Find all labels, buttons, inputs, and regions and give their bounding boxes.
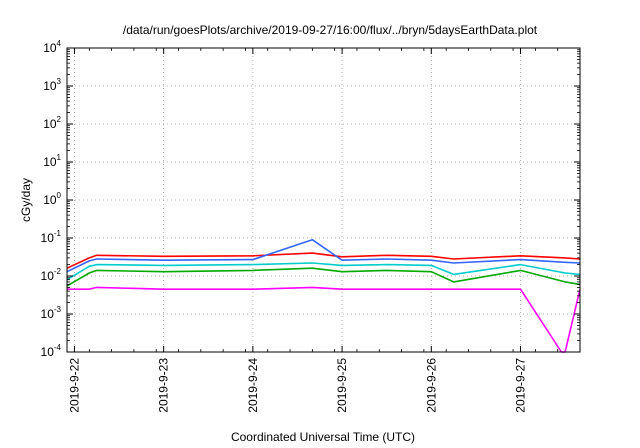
series-line-4 <box>66 262 581 281</box>
x-tick-label: 2019-9-22 <box>67 358 81 413</box>
y-axis-label: cGy/day <box>19 178 33 222</box>
y-tick-label: 100 <box>43 191 61 207</box>
series-line-2 <box>66 267 581 287</box>
y-tick-label: 10-1 <box>41 229 62 245</box>
y-tick-label: 10-3 <box>41 305 62 321</box>
ticks <box>66 47 581 353</box>
series-line-3 <box>66 238 581 273</box>
grid <box>67 48 580 352</box>
y-tick-label: 102 <box>43 115 61 131</box>
series-line-5 <box>67 286 581 353</box>
x-tick-label: 2019-9-24 <box>246 358 260 413</box>
x-axis-label: Coordinated Universal Time (UTC) <box>231 430 415 444</box>
series-layer <box>66 238 581 353</box>
x-tick-label: 2019-9-26 <box>424 358 438 413</box>
y-tick-label: 10-4 <box>41 343 62 359</box>
x-tick-label: 2019-9-25 <box>335 358 349 413</box>
chart-title: /data/run/goesPlots/archive/2019-09-27/1… <box>123 23 538 37</box>
y-tick-label: 103 <box>43 77 61 93</box>
x-tick-labels: 2019-9-22 2019-9-23 2019-9-24 2019-9-25 2019… <box>67 358 527 413</box>
x-tick-label: 2019-9-23 <box>157 358 171 413</box>
y-tick-label: 10-2 <box>41 267 62 283</box>
x-tick-label: 2019-9-27 <box>514 358 528 413</box>
y-tick-label: 104 <box>43 39 61 55</box>
series-line-1 <box>66 252 581 269</box>
y-tick-labels: 104 103 102 101 100 10-1 10-2 10-3 10-4 <box>41 39 62 359</box>
y-tick-label: 101 <box>43 153 61 169</box>
